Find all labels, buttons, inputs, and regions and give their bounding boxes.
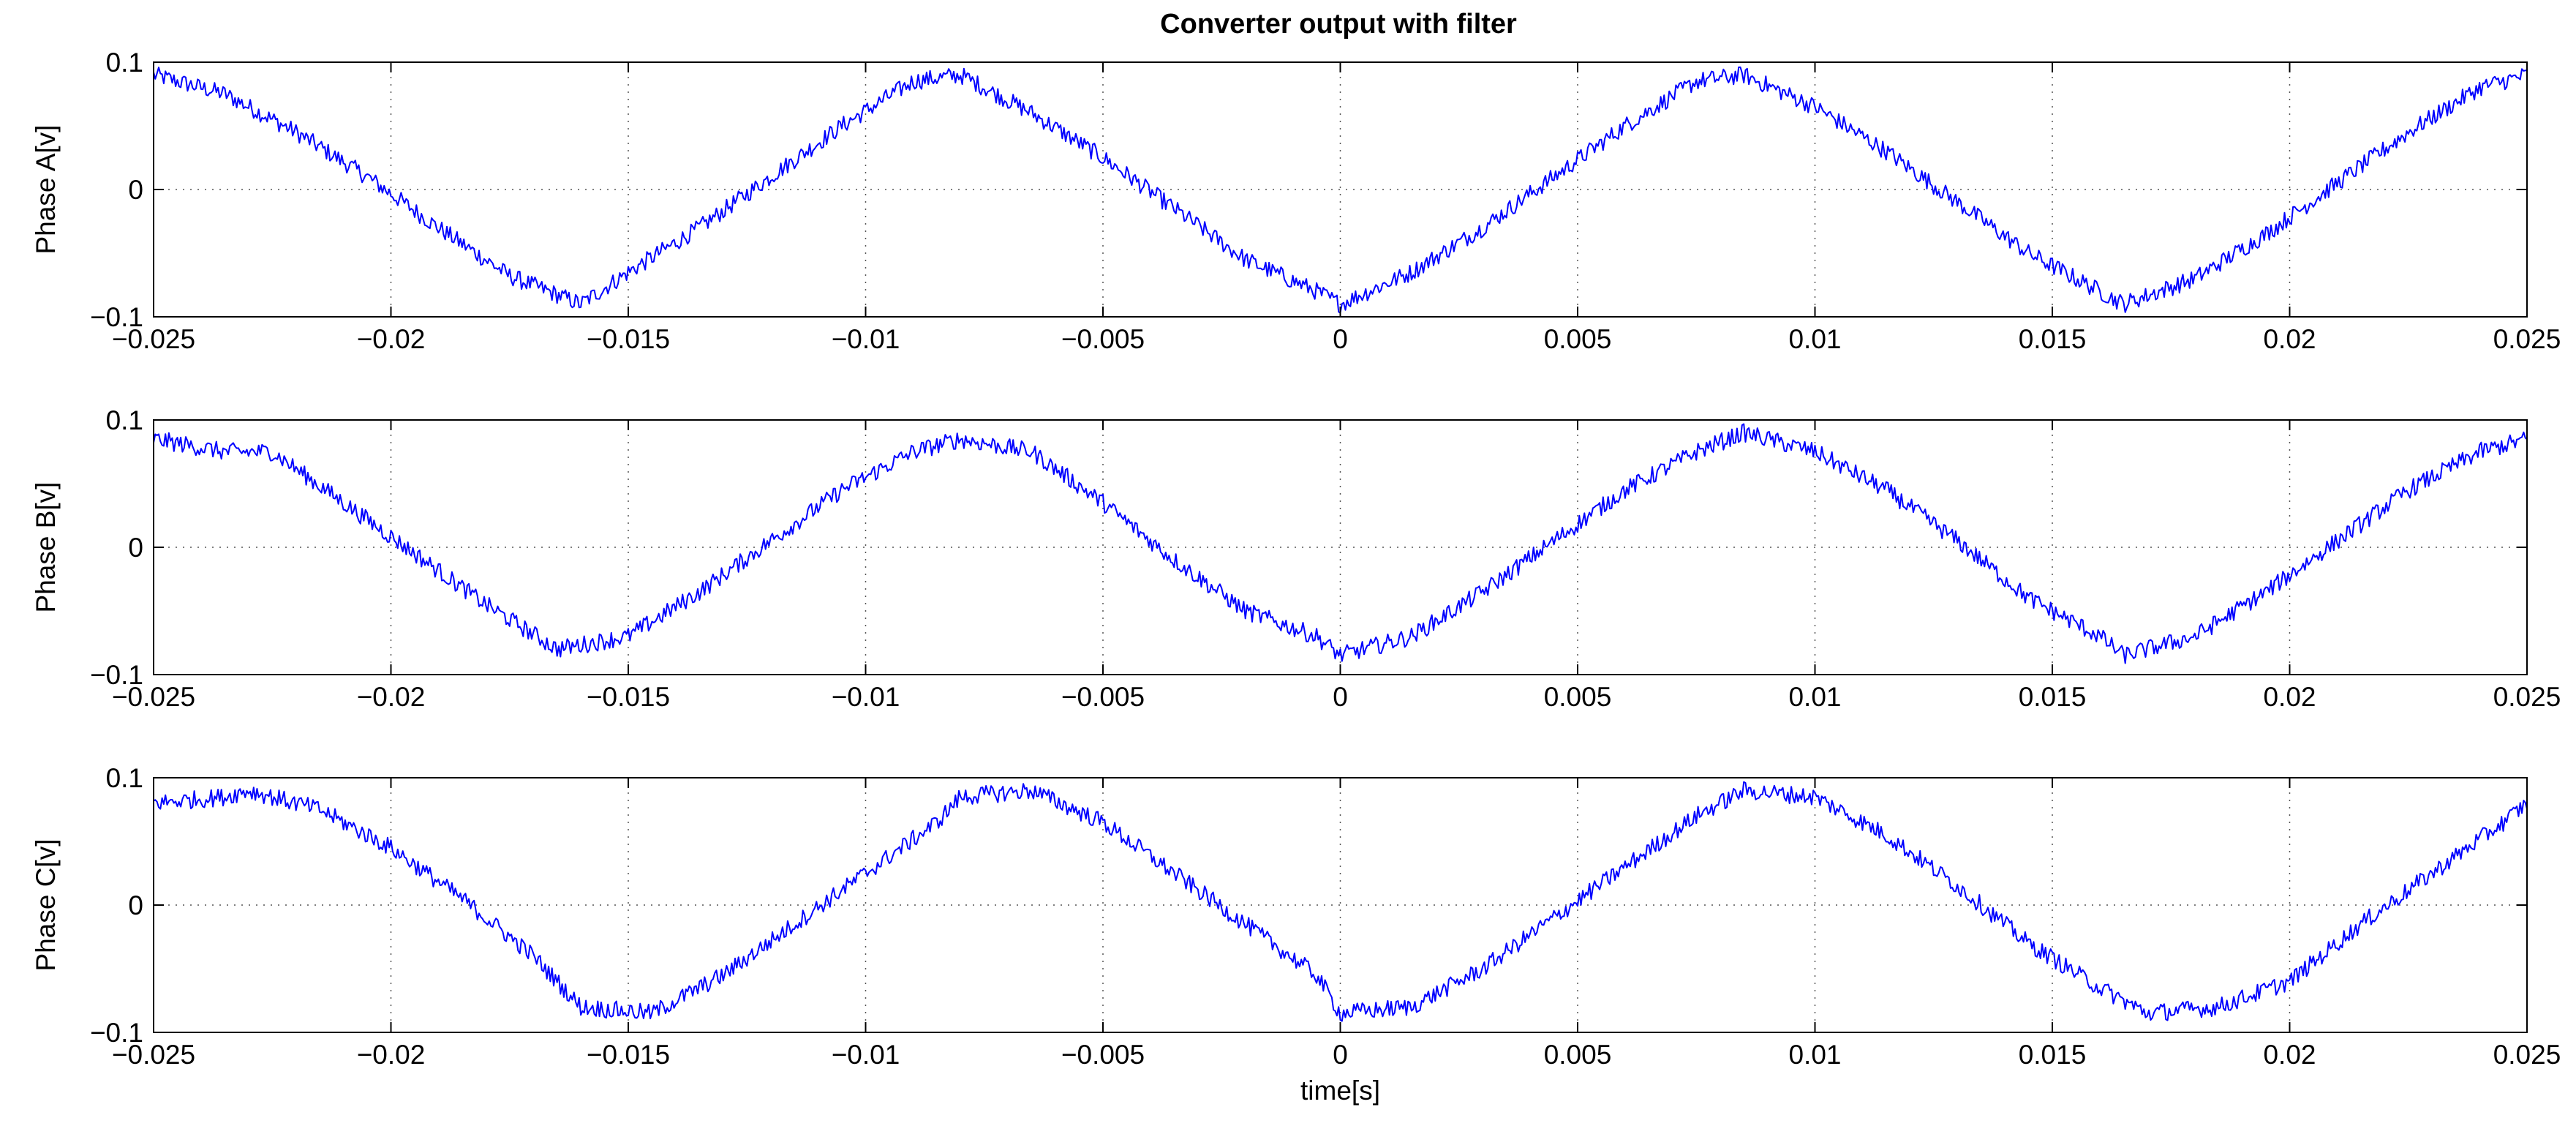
phase-c-grid	[154, 778, 2527, 1032]
phase-a-xtick-label: 0.015	[2019, 324, 2087, 354]
phase-a-xtick-label: −0.01	[832, 324, 900, 354]
phase-a-xtick-label: 0.01	[1788, 324, 1841, 354]
phase-c-series	[153, 781, 2528, 1022]
phase-c-ytick-label: −0.1	[90, 1018, 143, 1048]
phase-a-grid	[154, 62, 2527, 317]
phase-c-xtick-label: 0.015	[2019, 1040, 2087, 1070]
phase-a-xtick-label: −0.015	[587, 324, 670, 354]
phase-b-y-axis-label: Phase B[v]	[31, 482, 61, 613]
phase-a-xtick-label: 0.02	[2263, 324, 2316, 354]
phase-c-xtick-label: −0.005	[1061, 1040, 1145, 1070]
phase-c-xtick-label: 0.02	[2263, 1040, 2316, 1070]
phase-c-xtick-label: 0.01	[1788, 1040, 1841, 1070]
phase-c-x-axis-label: time[s]	[1300, 1076, 1380, 1106]
phase-b-voltage-line	[153, 423, 2528, 664]
phase-a-ytick-label: 0	[128, 175, 143, 205]
phase-a-plot-frame	[153, 61, 2528, 318]
phase-b-xtick-label: 0	[1333, 682, 1348, 712]
phase-c-ytick-label: 0.1	[106, 763, 143, 793]
phase-a-series	[153, 66, 2528, 314]
phase-c-ticks: −0.025 −0.02 −0.015 −0.01 −0.005 0 0.005 0.01 0.…	[90, 763, 2561, 1070]
phase-a-xtick-label: 0	[1333, 324, 1348, 354]
phase-c-xtick-label: −0.025	[112, 1040, 195, 1070]
phase-b-ytick-label: 0	[128, 533, 143, 563]
phase-a-voltage-line	[153, 66, 2528, 314]
phase-b-xtick-label: 0.005	[1544, 682, 1612, 712]
phase-c-ytick-label: 0	[128, 890, 143, 920]
phase-b-xtick-label: −0.01	[832, 682, 900, 712]
phase-c-xtick-label: 0.005	[1544, 1040, 1612, 1070]
phase-c-voltage-line	[153, 781, 2528, 1022]
phase-b-xtick-label: 0.01	[1788, 682, 1841, 712]
phase-a-xtick-label: −0.025	[112, 324, 195, 354]
phase-a-xtick-label: −0.005	[1061, 324, 1145, 354]
phase-b-xtick-label: −0.025	[112, 682, 195, 712]
phase-a-panel: −0.025 −0.02 −0.015 −0.01 −0.005 0 0.005 0.01 0.…	[31, 48, 2561, 354]
phase-a-y-axis-label: Phase A[v]	[31, 125, 61, 255]
phase-b-xtick-label: −0.015	[587, 682, 670, 712]
phase-b-xtick-label: 0.02	[2263, 682, 2316, 712]
figure-title: Converter output with filter	[1160, 9, 1517, 40]
phase-b-xtick-label: 0.015	[2019, 682, 2087, 712]
phase-c-plot-frame	[153, 777, 2528, 1033]
phase-a-ticks: −0.025 −0.02 −0.015 −0.01 −0.005 0 0.005 0.01 0.…	[90, 48, 2561, 354]
phase-c-y-axis-label: Phase C[v]	[31, 839, 61, 972]
phase-b-xtick-label: −0.02	[357, 682, 426, 712]
phase-a-xtick-label: 0.025	[2493, 324, 2561, 354]
phase-c-xtick-label: −0.02	[357, 1040, 426, 1070]
phase-c-xtick-label: 0	[1333, 1040, 1348, 1070]
phase-b-panel: −0.025 −0.02 −0.015 −0.01 −0.005 0 0.005 0.01 0.…	[31, 405, 2561, 712]
phase-c-xtick-label: −0.01	[832, 1040, 900, 1070]
phase-c-panel: −0.025 −0.02 −0.015 −0.01 −0.005 0 0.005 0.01 0.…	[31, 763, 2561, 1106]
phase-b-xtick-label: −0.005	[1061, 682, 1145, 712]
phase-c-xtick-label: 0.025	[2493, 1040, 2561, 1070]
phase-a-xtick-label: 0.005	[1544, 324, 1612, 354]
phase-b-ytick-label: −0.1	[90, 660, 143, 690]
phase-b-xtick-label: 0.025	[2493, 682, 2561, 712]
phase-c-xtick-label: −0.015	[587, 1040, 670, 1070]
phase-b-ytick-label: 0.1	[106, 405, 143, 435]
phase-a-ytick-label: −0.1	[90, 302, 143, 332]
phase-b-series	[153, 423, 2528, 664]
phase-a-ytick-label: 0.1	[106, 48, 143, 78]
phase-a-xtick-label: −0.02	[357, 324, 426, 354]
phase-b-ticks: −0.025 −0.02 −0.015 −0.01 −0.005 0 0.005 0.01 0.…	[90, 405, 2561, 712]
